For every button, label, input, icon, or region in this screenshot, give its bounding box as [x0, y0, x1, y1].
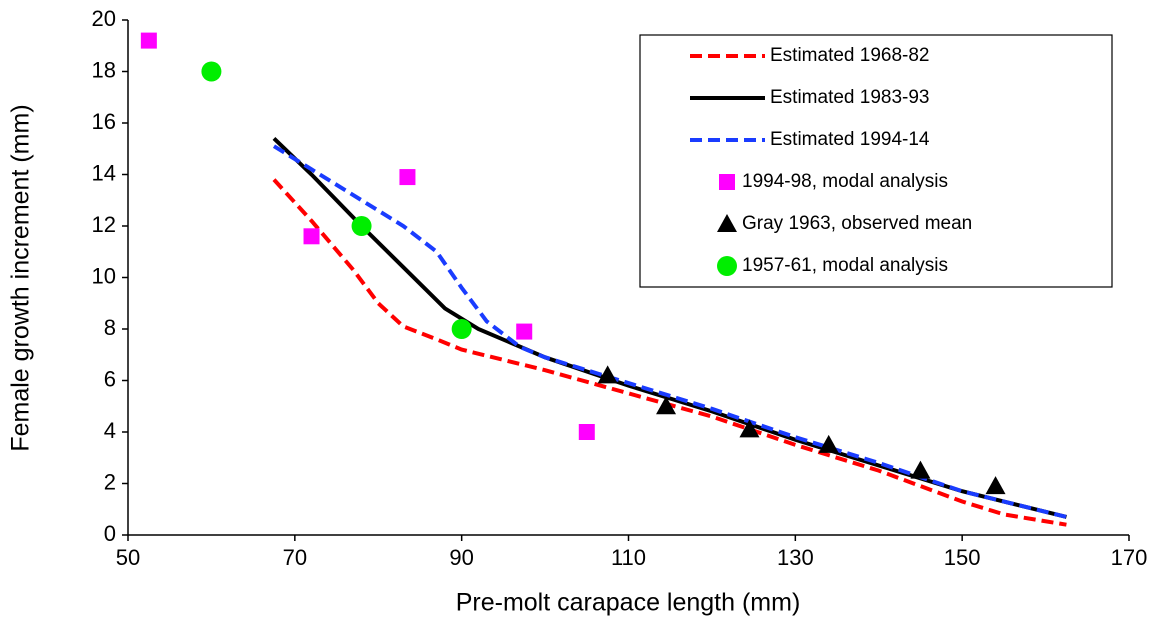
legend-label: 1994-98, modal analysis [742, 171, 948, 192]
x-tick-label: 50 [116, 545, 140, 570]
y-tick-label: 2 [104, 469, 116, 494]
x-tick-label: 150 [944, 545, 981, 570]
data-point [656, 396, 677, 415]
series-line [272, 178, 1067, 527]
legend-box [639, 34, 1113, 288]
legend-label: 1957-61, modal analysis [742, 255, 948, 276]
data-point [578, 424, 595, 440]
x-axis-label: Pre-molt carapace length (mm) [456, 589, 801, 617]
x-tick-label: 70 [283, 545, 307, 570]
data-point [985, 476, 1006, 495]
data-point [739, 419, 760, 438]
y-axis-label: Female growth increment (mm) [7, 104, 35, 451]
data-point [597, 365, 618, 384]
legend-label: Estimated 1968-82 [770, 45, 930, 66]
x-tick-label: 130 [777, 545, 814, 570]
x-tick-label: 90 [449, 545, 473, 570]
data-point [818, 434, 839, 453]
x-tick-label: 110 [611, 545, 646, 570]
legend-marker [717, 214, 737, 232]
y-tick-label: 6 [104, 366, 116, 391]
legend-marker [719, 174, 735, 190]
data-point [201, 61, 222, 82]
y-tick-label: 0 [104, 521, 116, 546]
data-point [399, 169, 416, 186]
data-point [451, 319, 472, 339]
y-tick-label: 18 [92, 57, 116, 82]
series-line [272, 144, 1067, 519]
legend-label: Estimated 1994-14 [770, 129, 930, 150]
y-tick-label: 4 [104, 418, 116, 443]
legend-label: Estimated 1983-93 [770, 87, 930, 108]
y-tick-label: 16 [92, 109, 116, 134]
y-tick-label: 10 [92, 263, 116, 288]
y-tick-label: 20 [92, 6, 116, 31]
x-tick-label: 170 [1111, 545, 1148, 570]
legend-label: Gray 1963, observed mean [742, 213, 972, 234]
data-point [910, 460, 931, 479]
y-tick-label: 12 [92, 212, 116, 237]
legend-marker [717, 256, 737, 276]
y-tick-label: 14 [92, 160, 116, 185]
data-point [516, 323, 533, 340]
data-point [303, 228, 320, 245]
data-point [140, 32, 157, 49]
data-point [351, 216, 372, 236]
y-tick-label: 8 [104, 315, 116, 340]
